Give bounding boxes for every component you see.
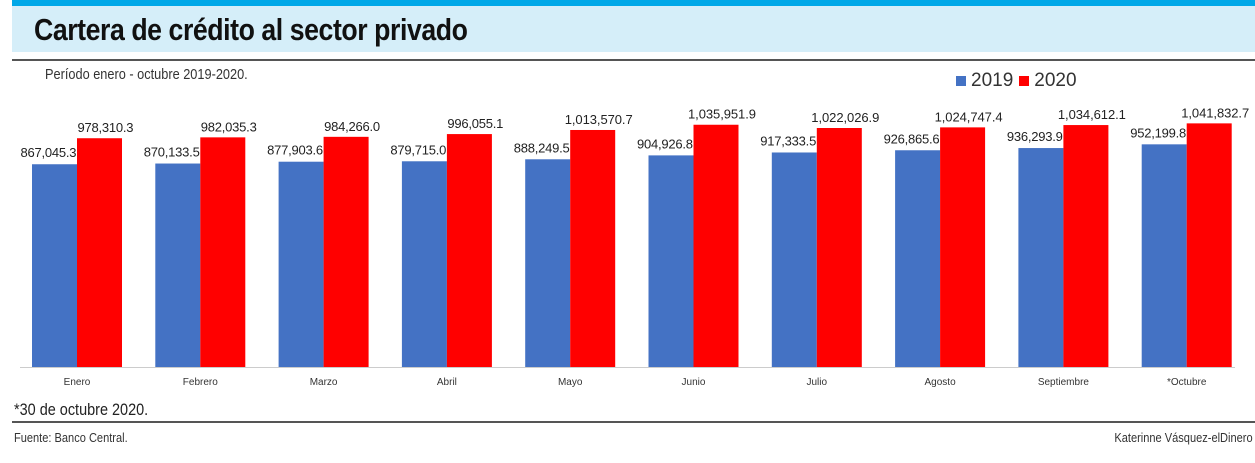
bar-2019 xyxy=(771,152,817,367)
data-label: 1,034,612.1 xyxy=(1058,107,1126,122)
data-label: 879,715.0 xyxy=(390,142,446,157)
x-tick-label: Septiembre xyxy=(1038,377,1090,388)
legend-swatch xyxy=(1019,76,1030,86)
data-label: 1,022,026.9 xyxy=(811,110,879,125)
bar-2019 xyxy=(1018,148,1064,367)
chart-subtitle: Período enero - octubre 2019-2020. xyxy=(45,66,248,83)
x-tick-label: Agosto xyxy=(925,377,957,388)
data-label: 888,249.5 xyxy=(514,140,570,155)
data-label: 1,013,570.7 xyxy=(565,112,633,127)
data-label: 870,133.5 xyxy=(144,145,200,160)
legend-swatch xyxy=(956,76,966,86)
divider xyxy=(12,421,1255,423)
data-label: 978,310.3 xyxy=(78,120,134,135)
bar-2019 xyxy=(895,150,941,367)
legend: 2019 2020 xyxy=(956,70,1077,92)
legend-label: 2020 xyxy=(1034,70,1077,91)
author-credit: Katerinne Vásquez-elDinero xyxy=(1114,430,1253,445)
data-label: 1,024,747.4 xyxy=(935,109,1003,124)
data-label: 1,041,832.7 xyxy=(1181,105,1249,120)
x-tick-label: Marzo xyxy=(310,377,338,388)
bar-2019 xyxy=(525,159,571,367)
bar-2020 xyxy=(323,136,369,367)
data-label: 984,266.0 xyxy=(324,119,380,134)
legend-item-2019: 2019 xyxy=(956,70,1013,92)
x-tick-label: Abril xyxy=(437,377,457,388)
x-tick-label: Mayo xyxy=(558,377,583,388)
bar-2020 xyxy=(693,124,739,367)
x-tick-label: Junio xyxy=(682,377,706,388)
bar-2019 xyxy=(1141,144,1187,367)
page-title: Cartera de crédito al sector privado xyxy=(34,12,468,47)
bar-2020 xyxy=(77,138,122,367)
bar-2020 xyxy=(570,129,616,367)
x-tick-label: Julio xyxy=(807,377,828,388)
top-accent-bar xyxy=(12,0,1255,6)
footnote: *30 de octubre 2020. xyxy=(14,400,149,419)
x-tick-label: Febrero xyxy=(183,377,218,388)
legend-item-2020: 2020 xyxy=(1019,70,1077,92)
data-label: 926,865.6 xyxy=(884,131,940,146)
x-tick-label: Enero xyxy=(64,377,91,388)
data-label: 996,055.1 xyxy=(447,116,503,131)
bar-2020 xyxy=(1063,125,1109,367)
data-label: 936,293.9 xyxy=(1007,129,1063,144)
divider xyxy=(12,59,1255,61)
bar-2019 xyxy=(278,161,324,367)
header-band: Cartera de crédito al sector privado xyxy=(12,6,1255,52)
data-label: 1,035,951.9 xyxy=(688,107,756,122)
bar-2019 xyxy=(155,163,201,367)
bar-2020 xyxy=(816,128,862,367)
data-label: 952,199.8 xyxy=(1130,125,1186,140)
data-label: 877,903.6 xyxy=(267,143,323,158)
bar-2020 xyxy=(940,127,986,367)
data-label: 917,333.5 xyxy=(760,133,816,148)
bar-2019 xyxy=(401,161,447,367)
bar-2020 xyxy=(446,134,492,367)
bar-2020 xyxy=(1186,123,1232,367)
bar-2019 xyxy=(648,155,694,367)
bar-2020 xyxy=(200,137,246,367)
data-label: 904,926.8 xyxy=(637,136,693,151)
x-tick-label: *Octubre xyxy=(1167,377,1207,388)
legend-label: 2019 xyxy=(971,70,1014,91)
source-note: Fuente: Banco Central. xyxy=(14,430,128,445)
bar-2019 xyxy=(32,164,77,367)
data-label: 867,045.3 xyxy=(21,145,77,160)
data-label: 982,035.3 xyxy=(201,119,257,134)
